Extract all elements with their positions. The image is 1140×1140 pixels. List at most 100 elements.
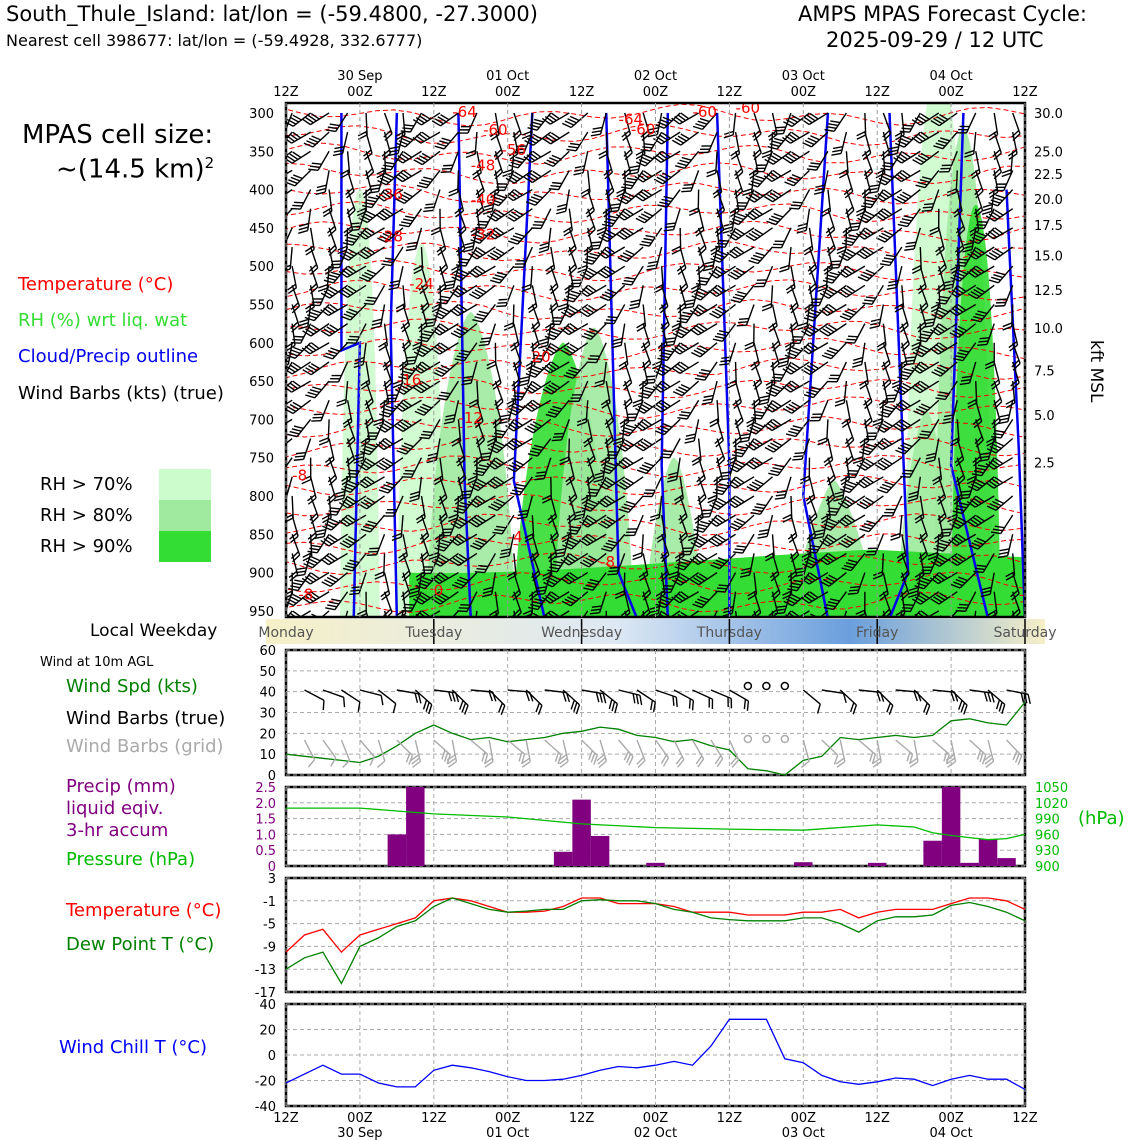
- barb-staff: [307, 208, 312, 231]
- barb-feather: [550, 132, 560, 139]
- barb-feather: [981, 210, 992, 215]
- barb-feather: [848, 234, 859, 238]
- barb-feather: [286, 135, 296, 142]
- barb-feather: [455, 245, 465, 253]
- barb-feather: [530, 321, 539, 330]
- wind-barb: [761, 132, 774, 159]
- barb-staff: [793, 169, 810, 187]
- barb-feather: [699, 117, 710, 123]
- barb-feather: [381, 149, 391, 157]
- barb-feather: [286, 497, 287, 501]
- barb-feather: [832, 149, 843, 153]
- barb-feather: [362, 187, 372, 195]
- barb-feather: [859, 215, 870, 222]
- barb-feather: [697, 120, 708, 125]
- barb-feather: [492, 211, 502, 218]
- barb-staff: [672, 208, 681, 230]
- barb-feather: [301, 118, 311, 126]
- barb-feather: [529, 124, 540, 129]
- barb-staff: [383, 131, 392, 154]
- barb-feather: [1001, 169, 1012, 174]
- wind-barb: [290, 189, 312, 210]
- wind-barb: [413, 150, 441, 166]
- wind-barb: [782, 380, 810, 393]
- barb-feather: [508, 213, 518, 220]
- barb-staff: [606, 227, 626, 243]
- barb-feather: [845, 206, 854, 215]
- barb-staff: [697, 208, 705, 231]
- wind-barb: [671, 131, 700, 146]
- barb-feather: [494, 196, 504, 202]
- barb-staff: [457, 189, 465, 212]
- barb-feather: [974, 187, 983, 196]
- wind-barb: [789, 189, 811, 210]
- barb-feather: [988, 230, 998, 238]
- barb-staff: [827, 227, 836, 249]
- wind-barb: [302, 361, 330, 376]
- wind-barb: [617, 246, 644, 263]
- barb-feather: [557, 203, 568, 208]
- barb-feather: [490, 134, 500, 141]
- barb-feather: [894, 142, 905, 148]
- barb-staff: [690, 170, 700, 192]
- wind-barb: [315, 170, 330, 196]
- barb-feather: [332, 152, 343, 157]
- wind-barb: [841, 227, 866, 247]
- wind-barb: [423, 189, 441, 213]
- wind-barb: [827, 361, 848, 383]
- barb-feather: [405, 215, 416, 219]
- barb-staff: [770, 132, 774, 155]
- wind-barb: [763, 188, 792, 203]
- barb-feather: [937, 139, 948, 145]
- wind-barb: [654, 418, 681, 436]
- barb-feather: [523, 176, 533, 184]
- wind-barb: [448, 170, 460, 197]
- barb-feather: [326, 225, 336, 234]
- barb-feather: [730, 149, 740, 157]
- barb-feather: [567, 244, 576, 253]
- barb-feather: [663, 229, 674, 232]
- wind-barb: [486, 342, 497, 370]
- barb-staff: [498, 189, 515, 207]
- barb-feather: [773, 132, 784, 135]
- barb-feather: [658, 152, 668, 160]
- weekday-label: Local Weekday: [90, 621, 218, 641]
- wind-barb: [564, 266, 575, 294]
- wind-barb: [286, 112, 312, 127]
- barb-feather: [865, 210, 875, 217]
- barb-feather: [598, 153, 608, 160]
- dewpoint-label: Dew Point T (°C): [66, 934, 215, 955]
- barb-feather: [648, 130, 659, 134]
- barb-staff: [1012, 112, 1021, 134]
- barb-staff: [965, 112, 977, 134]
- barb-feather: [863, 168, 872, 176]
- barb-staff: [512, 188, 533, 202]
- barb-feather: [366, 227, 376, 235]
- barb-feather: [959, 125, 970, 128]
- wind-barb: [653, 266, 664, 294]
- barb-feather: [643, 237, 654, 241]
- barb-feather: [657, 121, 668, 127]
- barb-staff: [735, 227, 755, 241]
- barb-feather: [911, 136, 921, 144]
- wind-barb: [745, 208, 773, 221]
- barb-staff: [457, 170, 460, 193]
- barb-staff: [513, 169, 533, 184]
- wind-barb: [486, 208, 515, 222]
- barb-feather: [766, 193, 776, 201]
- barb-feather: [977, 220, 988, 223]
- barb-feather: [933, 145, 944, 150]
- barb-feather: [881, 152, 890, 161]
- barb-feather: [920, 152, 930, 159]
- barb-feather: [773, 243, 784, 246]
- barb-feather: [844, 455, 853, 464]
- barb-feather: [895, 173, 905, 181]
- barb-feather: [482, 210, 493, 215]
- cloud-outline: [604, 112, 638, 617]
- wind-barb: [304, 227, 315, 256]
- barb-feather: [899, 220, 910, 225]
- barb-staff: [877, 170, 885, 192]
- barb-feather: [755, 167, 766, 170]
- barb-feather: [623, 398, 632, 406]
- barb-feather: [763, 175, 773, 183]
